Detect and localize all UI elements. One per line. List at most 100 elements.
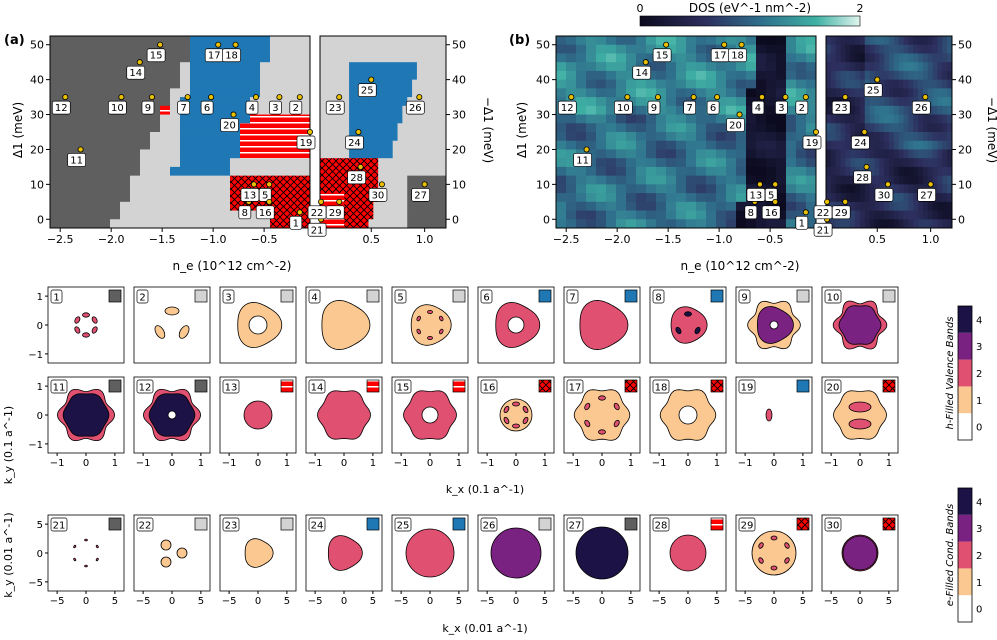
map-cell (416, 210, 423, 220)
map-cell (716, 158, 727, 168)
map-cell (656, 193, 667, 203)
map-cell (349, 88, 355, 98)
map-cell (190, 193, 201, 203)
map-cell (60, 158, 71, 168)
colorbar-band (958, 359, 972, 387)
map-cell (556, 166, 567, 177)
map-cell (596, 105, 607, 115)
map-cell (656, 88, 667, 98)
map-cell (932, 132, 938, 142)
map-cell (416, 123, 423, 133)
map-cell (363, 210, 369, 220)
x-tick-label: −1 (50, 458, 65, 469)
map-cell (160, 97, 171, 107)
map-cell (320, 70, 326, 81)
map-cell (756, 132, 767, 142)
colorbar-band (958, 386, 972, 414)
map-cell (363, 123, 369, 133)
map-cell (766, 97, 777, 107)
map-cell (344, 97, 350, 107)
map-cell (378, 175, 384, 185)
point-label-box (853, 170, 872, 185)
map-cell (110, 114, 121, 124)
map-cell (756, 114, 767, 124)
fermi-pocket (74, 316, 81, 324)
map-cell (864, 158, 871, 168)
map-cell (334, 53, 340, 63)
map-cell (220, 132, 231, 142)
map-cell (441, 53, 447, 63)
map-cell (353, 97, 360, 107)
map-cell (150, 62, 161, 72)
map-cell (616, 88, 627, 98)
map-cell (566, 158, 577, 168)
map-cell (696, 123, 707, 133)
map-cell (646, 123, 657, 133)
fermi-pocket (176, 547, 188, 559)
fermi-pocket (95, 544, 99, 549)
point-marker (157, 41, 164, 48)
map-cell (879, 158, 885, 168)
map-cell (421, 44, 428, 54)
map-cell (845, 149, 851, 159)
map-cell (210, 166, 221, 177)
phase-swatch (366, 289, 380, 303)
map-cell (913, 166, 919, 177)
map-cell (349, 44, 355, 54)
map-cell (893, 70, 900, 81)
map-cell (100, 210, 111, 220)
map-cell (240, 175, 251, 185)
map-cell (441, 149, 447, 159)
x-tick-label: 1 (456, 458, 462, 469)
map-cell (250, 36, 261, 46)
map-cell (324, 193, 331, 203)
phase-swatch (108, 517, 122, 531)
map-cell (397, 105, 403, 115)
map-cell (786, 53, 797, 63)
map-cell (140, 175, 151, 185)
panel-id-label: 18 (655, 383, 668, 394)
map-cell (696, 175, 707, 185)
map-cell (320, 97, 326, 107)
map-cell (850, 36, 856, 46)
map-cell (937, 210, 943, 220)
point-marker (230, 111, 237, 118)
map-cell (220, 210, 231, 220)
map-cell (250, 201, 261, 211)
map-cell (190, 44, 201, 54)
map-cell (250, 62, 261, 72)
map-cell (60, 219, 71, 229)
point-label-box (632, 65, 652, 80)
map-cell (736, 36, 747, 46)
map-cell (110, 175, 121, 185)
map-cell (220, 219, 231, 229)
map-cell (922, 114, 929, 124)
map-cell (586, 184, 597, 194)
map-cell (932, 210, 938, 220)
map-cell (889, 70, 895, 81)
y-tick-label-left: 50 (30, 39, 44, 52)
map-cell (421, 166, 428, 177)
map-cell (368, 219, 374, 229)
x-tick-label: 0 (685, 596, 691, 607)
panel-id-label: 14 (311, 383, 324, 394)
map-cell (596, 184, 607, 194)
map-cell (756, 62, 767, 72)
map-cell (586, 210, 597, 220)
map-cell (806, 44, 817, 54)
map-cell (903, 88, 909, 98)
map-cell (726, 105, 737, 115)
map-cell (368, 70, 374, 81)
map-cell (436, 97, 442, 107)
map-cell (726, 158, 737, 168)
map-cell (796, 79, 807, 89)
map-cell (421, 158, 428, 168)
map-cell (70, 140, 81, 150)
map-cell (845, 132, 851, 142)
map-cell (606, 97, 617, 107)
map-cell (937, 53, 943, 63)
map-cell (170, 114, 181, 124)
map-cell (300, 193, 311, 203)
map-cell (826, 79, 832, 89)
map-cell (378, 166, 384, 177)
